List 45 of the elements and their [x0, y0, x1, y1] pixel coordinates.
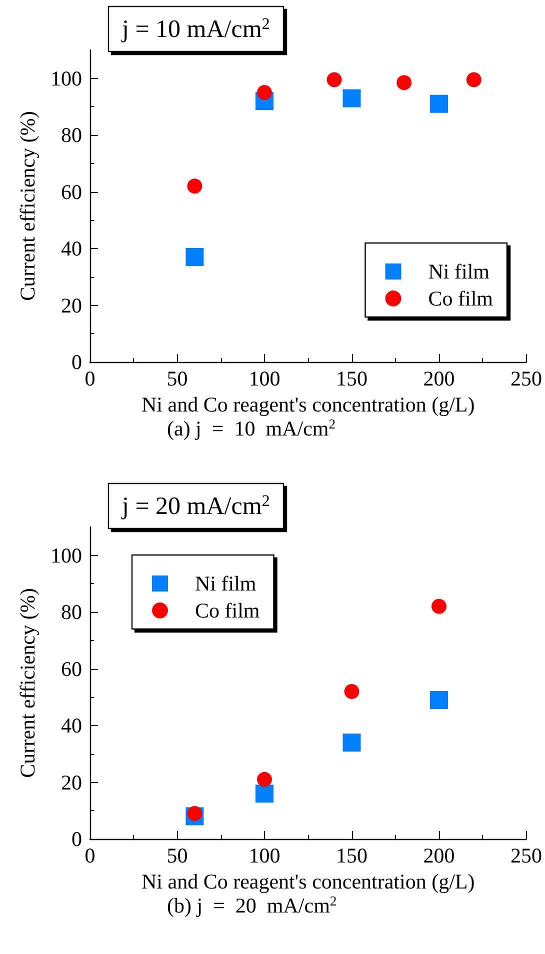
y-axis-title: Current efficiency (%)	[16, 588, 40, 778]
legend-label: Co film	[195, 598, 260, 622]
y-tick-label: 20	[61, 293, 82, 318]
y-tick-label: 20	[61, 770, 82, 794]
legend-label: Co film	[428, 286, 494, 310]
x-tick-label: 150	[336, 366, 368, 390]
point	[186, 248, 204, 266]
point	[256, 784, 274, 803]
point	[257, 85, 272, 100]
x-tick-label: 200	[423, 844, 455, 868]
y-tick-label: 80	[61, 123, 82, 148]
x-tick-label: 100	[248, 366, 280, 390]
point	[342, 734, 361, 752]
y-axis-title: Current efficiency (%)	[16, 111, 40, 301]
point	[430, 94, 448, 113]
x-tick-label: 100	[248, 844, 280, 868]
x-tick-label: 50	[166, 844, 188, 868]
point	[257, 772, 272, 787]
point	[432, 598, 446, 614]
x-axis-title: Ni and Co reagent's concentration (g/L)	[141, 392, 475, 416]
point	[342, 89, 361, 108]
legend-label: Ni film	[428, 260, 490, 284]
point	[430, 691, 448, 710]
x-tick-label: 250	[510, 844, 542, 868]
y-tick-label: 0	[72, 350, 82, 374]
x-tick-label: 150	[336, 844, 368, 868]
y-tick-label: 0	[72, 827, 82, 851]
y-tick-label: 80	[61, 600, 82, 624]
point	[344, 684, 360, 700]
y-tick-label: 60	[61, 180, 82, 204]
x-tick-label: 200	[423, 366, 455, 390]
point	[187, 806, 202, 821]
x-tick-label: 50	[166, 366, 188, 390]
y-tick-label: 40	[61, 714, 82, 738]
point	[187, 178, 202, 194]
x-axis-title: Ni and Co reagent's concentration (g/L)	[141, 869, 475, 894]
legend-label: Ni film	[195, 572, 256, 596]
x-tick-label: 250	[510, 366, 542, 390]
y-tick-label: 60	[61, 656, 82, 681]
point	[396, 75, 412, 90]
point	[326, 72, 342, 88]
y-tick-label: 100	[50, 543, 82, 568]
point	[466, 72, 482, 88]
y-tick-label: 100	[50, 66, 82, 90]
y-tick-label: 40	[61, 236, 82, 261]
